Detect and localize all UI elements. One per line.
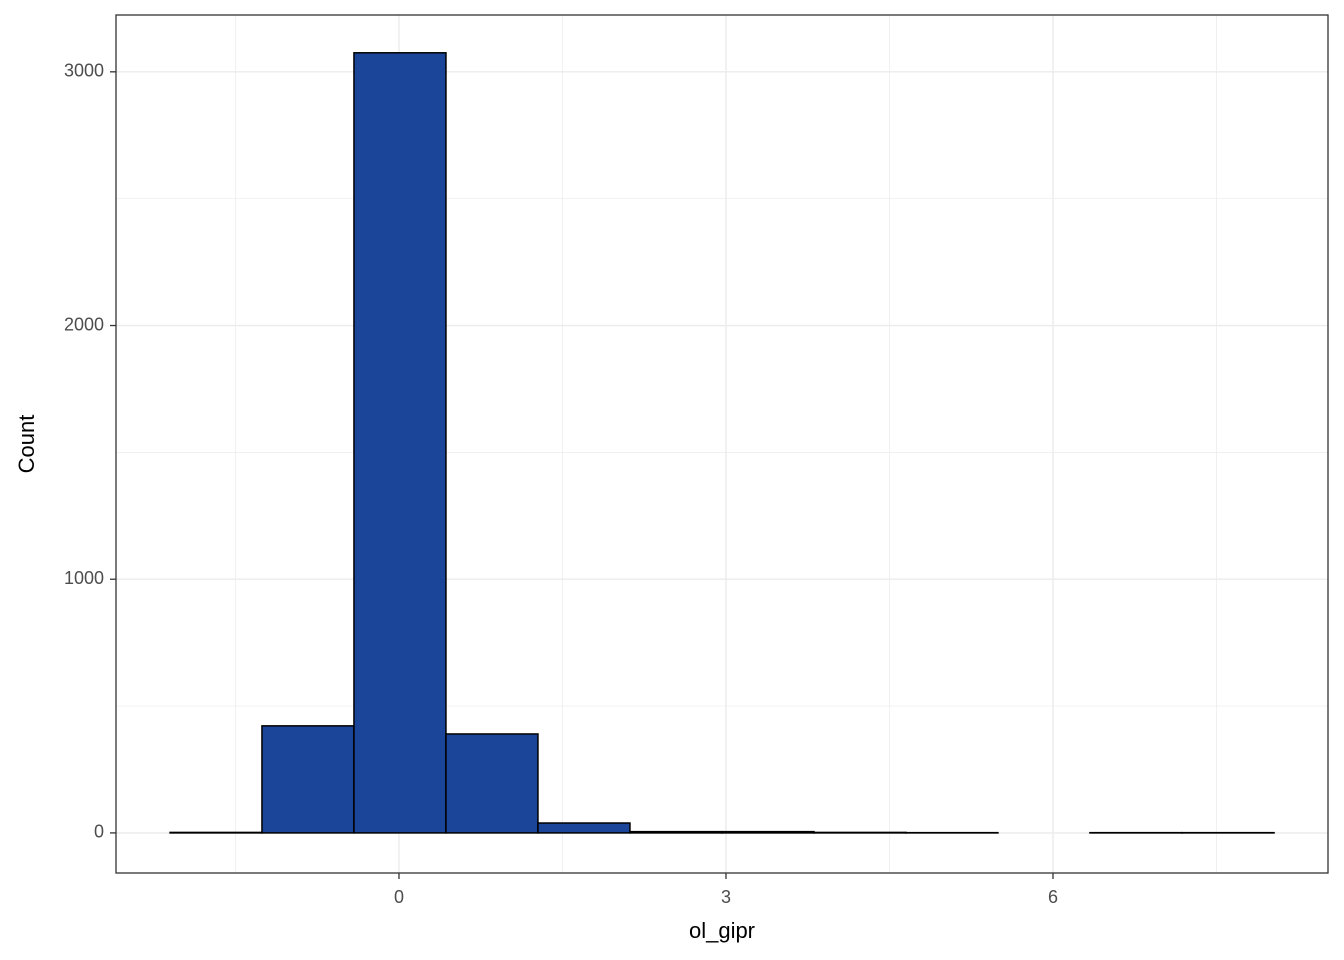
y-axis-title: Count: [14, 415, 39, 474]
y-tick-label: 1000: [64, 568, 104, 588]
y-tick-label: 0: [94, 822, 104, 842]
x-tick-label: 0: [394, 887, 404, 907]
bar: [445, 733, 539, 834]
bar: [169, 831, 263, 834]
axes: 0 1000 2000 3000 0 3 6: [64, 61, 1058, 907]
bar: [537, 822, 631, 834]
bar: [353, 52, 447, 834]
panel-border: [115, 14, 1329, 874]
x-axis-title: ol_gipr: [689, 918, 755, 943]
bar: [813, 831, 907, 834]
bar: [629, 830, 723, 834]
bar: [721, 830, 815, 834]
y-tick-label: 2000: [64, 314, 104, 334]
bars: [169, 52, 1275, 834]
y-tick-label: 3000: [64, 61, 104, 81]
bar: [261, 725, 355, 834]
x-tick-label: 3: [721, 887, 731, 907]
x-tick-label: 6: [1048, 887, 1058, 907]
